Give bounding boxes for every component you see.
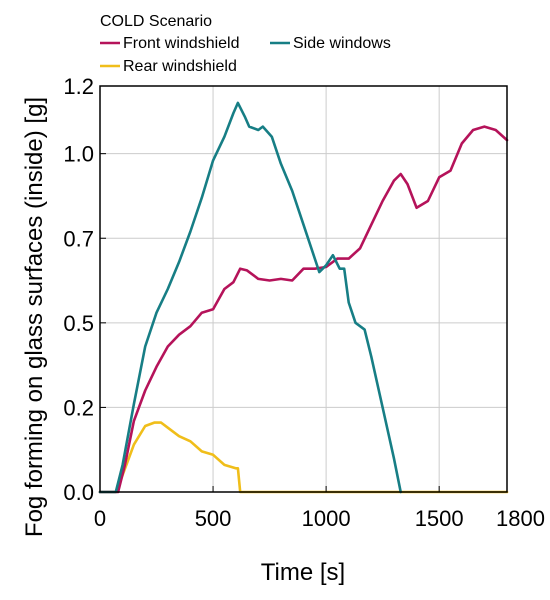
y-tick-label: 0.7 [63, 226, 94, 251]
x-tick-label: 1800 [496, 506, 545, 531]
y-tick-label: 1.0 [63, 142, 94, 167]
series-layer [98, 101, 509, 494]
legend-label: Side windows [293, 35, 391, 52]
legend-title: COLD Scenario [100, 13, 212, 30]
y-tick-label: 0.5 [63, 311, 94, 336]
x-axis-title: Time [s] [261, 559, 345, 586]
legend-items: Front windshield Side windows Rear windshi… [100, 35, 391, 75]
x-tick-label: 500 [195, 506, 232, 531]
legend: COLD Scenario Front windshield Side windo… [100, 13, 391, 75]
plot-frame [99, 85, 508, 493]
y-tick-label: 0.0 [63, 480, 94, 505]
y-axis-title: Fog forming on glass surfaces (inside) [… [21, 97, 48, 537]
y-tick-label: 1.2 [63, 74, 94, 99]
legend-label: Front windshield [123, 35, 240, 52]
x-tick-label: 0 [94, 506, 106, 531]
grid [100, 86, 507, 492]
series-line-rear-windshield [98, 421, 509, 494]
series-line-front-windshield [98, 125, 509, 494]
y-tick-label: 0.2 [63, 395, 94, 420]
series-line-side-windows [98, 101, 402, 494]
axis-ticks: 0 500 1000 1500 1800 0.0 0.2 0.5 0.7 1.0 1.2 [63, 74, 545, 531]
x-tick-label: 1000 [302, 506, 351, 531]
legend-label: Rear windshield [123, 58, 237, 75]
x-tick-label: 1500 [415, 506, 464, 531]
